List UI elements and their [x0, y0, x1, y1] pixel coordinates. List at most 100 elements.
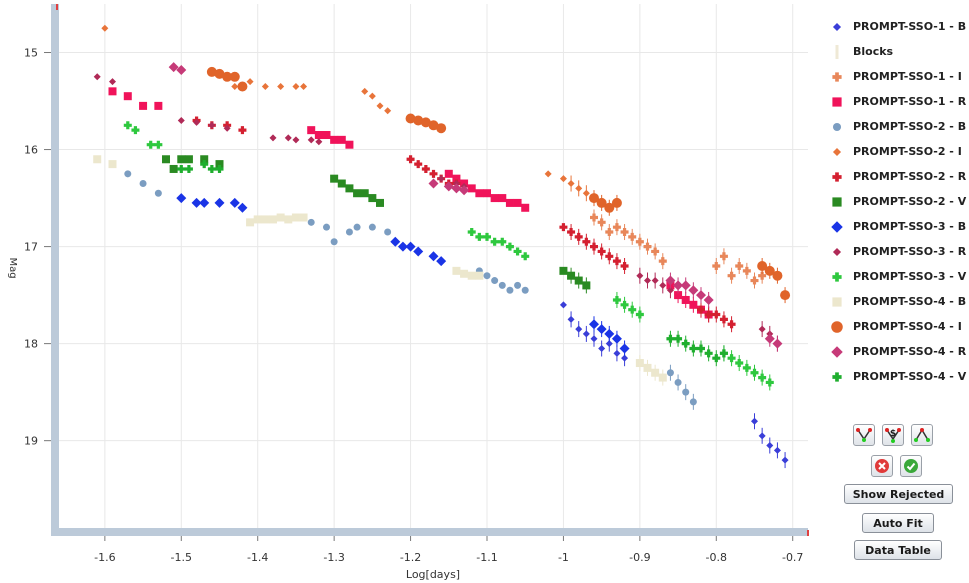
data-point[interactable] [191, 197, 202, 208]
data-point[interactable] [673, 280, 684, 291]
legend-swatch-mark[interactable] [832, 171, 842, 182]
data-point[interactable] [674, 334, 683, 343]
data-point[interactable] [505, 198, 514, 207]
data-point[interactable] [604, 328, 615, 339]
data-point[interactable] [467, 271, 476, 280]
data-point[interactable] [635, 237, 644, 246]
legend-swatch-mark[interactable] [832, 371, 842, 382]
data-point[interactable] [666, 369, 674, 377]
data-point[interactable] [246, 218, 255, 227]
data-point[interactable] [620, 228, 629, 237]
legend-swatch-mark[interactable] [835, 44, 839, 59]
legend-swatch-mark[interactable] [832, 71, 842, 82]
data-point[interactable] [727, 320, 736, 329]
data-point[interactable] [276, 213, 285, 222]
legend-swatch-mark[interactable] [832, 196, 842, 207]
data-point[interactable] [229, 197, 240, 208]
data-point[interactable] [681, 295, 690, 304]
legend-item[interactable]: PROMPT-SSO-2 - B [826, 114, 969, 139]
data-point[interactable] [277, 82, 285, 90]
data-point[interactable] [589, 193, 599, 204]
data-point[interactable] [590, 213, 599, 222]
data-point[interactable] [238, 126, 247, 135]
data-point[interactable] [498, 237, 507, 246]
data-point[interactable] [651, 368, 660, 377]
data-point[interactable] [284, 215, 293, 224]
data-point[interactable] [109, 78, 116, 86]
data-point[interactable] [674, 378, 682, 386]
data-point[interactable] [154, 140, 163, 149]
data-point[interactable] [735, 359, 744, 368]
data-point[interactable] [582, 189, 590, 197]
data-point[interactable] [345, 184, 354, 193]
data-point[interactable] [307, 126, 316, 135]
data-point[interactable] [177, 155, 186, 164]
data-point[interactable] [284, 134, 292, 142]
data-point[interactable] [621, 354, 629, 362]
data-point[interactable] [414, 160, 423, 169]
data-point[interactable] [666, 334, 675, 343]
data-point[interactable] [521, 203, 530, 212]
data-point[interactable] [697, 344, 706, 353]
data-point[interactable] [589, 319, 599, 330]
data-point[interactable] [223, 124, 231, 132]
data-point[interactable] [780, 290, 791, 301]
data-point[interactable] [611, 333, 622, 344]
data-point[interactable] [596, 324, 607, 335]
data-point[interactable] [773, 446, 781, 454]
data-point[interactable] [299, 213, 308, 222]
data-point[interactable] [658, 373, 667, 382]
data-point[interactable] [597, 247, 606, 256]
data-point[interactable] [215, 160, 224, 169]
data-point[interactable] [269, 215, 277, 224]
data-point[interactable] [420, 117, 431, 128]
data-point[interactable] [521, 286, 529, 294]
data-point[interactable] [742, 266, 751, 275]
data-point[interactable] [452, 266, 461, 275]
data-point[interactable] [681, 339, 690, 348]
data-point[interactable] [475, 189, 484, 198]
data-point[interactable] [613, 349, 621, 357]
dollar-fit-button[interactable]: $ [882, 424, 904, 446]
data-point[interactable] [300, 82, 308, 90]
legend-item[interactable]: PROMPT-SSO-1 - R [826, 89, 969, 114]
data-point[interactable] [177, 116, 185, 124]
data-point[interactable] [337, 135, 346, 144]
data-point[interactable] [567, 315, 575, 323]
legend-swatch-mark[interactable] [831, 345, 843, 358]
data-point[interactable] [345, 140, 354, 149]
data-point[interactable] [429, 169, 438, 178]
data-point[interactable] [742, 363, 751, 372]
data-point[interactable] [567, 228, 576, 237]
legend-item[interactable]: PROMPT-SSO-4 - B [826, 289, 969, 314]
data-point[interactable] [124, 170, 132, 178]
data-point[interactable] [635, 359, 644, 368]
data-point[interactable] [505, 242, 514, 251]
data-point[interactable] [323, 223, 330, 231]
data-point[interactable] [200, 155, 209, 164]
legend-item[interactable]: Blocks [826, 39, 969, 64]
data-point[interactable] [712, 310, 721, 319]
data-point[interactable] [139, 101, 148, 110]
data-point[interactable] [444, 169, 453, 178]
data-point[interactable] [611, 197, 622, 208]
legend-swatch-mark[interactable] [832, 247, 842, 256]
data-point[interactable] [154, 101, 163, 110]
data-point[interactable] [330, 238, 338, 246]
data-point[interactable] [758, 271, 767, 280]
data-point[interactable] [704, 349, 713, 358]
legend-swatch-mark[interactable] [832, 122, 842, 131]
data-point[interactable] [253, 215, 262, 224]
data-point[interactable] [628, 232, 637, 241]
fit-down-button[interactable] [853, 424, 875, 446]
data-point[interactable] [620, 262, 629, 270]
data-point[interactable] [491, 277, 499, 285]
data-point[interactable] [206, 66, 217, 77]
legend-swatch-mark[interactable] [832, 271, 842, 282]
data-point[interactable] [139, 180, 147, 188]
data-point[interactable] [567, 271, 576, 280]
data-point[interactable] [146, 140, 155, 149]
data-point[interactable] [397, 241, 408, 252]
data-point[interactable] [704, 310, 713, 319]
data-point[interactable] [330, 174, 339, 183]
